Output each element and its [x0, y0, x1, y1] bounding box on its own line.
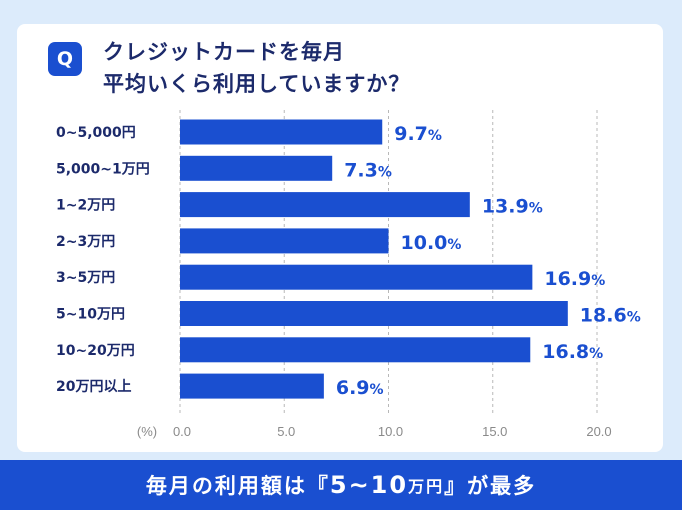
summary-highlight: 5~10: [329, 471, 409, 499]
category-label: 5,000~1万円: [56, 161, 150, 177]
summary-suffix: 』が最多: [444, 474, 537, 498]
x-tick-label: 0.0: [173, 424, 191, 439]
bar: [180, 119, 383, 145]
bar: [180, 337, 531, 363]
x-axis-unit: (%): [137, 424, 157, 439]
category-label: 1~2万円: [56, 198, 115, 214]
value-label: 9.7%: [394, 123, 442, 145]
value-label: 13.9%: [482, 196, 543, 218]
x-tick-label: 20.0: [586, 424, 611, 439]
bar: [180, 192, 470, 218]
x-tick-label: 5.0: [277, 424, 295, 439]
category-label: 10~20万円: [56, 343, 135, 359]
bar: [180, 264, 533, 290]
category-label: 5~10万円: [56, 307, 125, 323]
bar: [180, 301, 568, 326]
value-label: 16.8%: [542, 341, 603, 363]
question-badge: Q: [48, 42, 82, 76]
bar: [180, 228, 389, 254]
summary-banner: 毎月の利用額は『 5~10 万円 』が最多: [0, 460, 682, 510]
category-label: 2~3万円: [56, 234, 115, 250]
bar: [180, 155, 333, 181]
bar: [180, 373, 324, 399]
category-label: 3~5万円: [56, 270, 115, 286]
value-label: 10.0%: [401, 232, 462, 254]
summary-unit: 万円: [408, 477, 445, 496]
x-tick-label: 10.0: [378, 424, 403, 439]
title-line-2: 平均いくら利用していますか？: [103, 72, 411, 96]
title-line-1: クレジットカードを毎月: [103, 40, 345, 64]
value-label: 6.9%: [336, 377, 384, 399]
chart-title: クレジットカードを毎月 平均いくら利用していますか？: [103, 36, 523, 100]
bar-chart: 0.0 5.0 10.0 15.0 20.0 (%) 0~5,000円 9.7% 5,000~1…: [56, 110, 641, 439]
category-label: 20万円以上: [56, 379, 131, 395]
category-label: 0~5,000円: [56, 125, 136, 141]
value-label: 16.9%: [544, 268, 605, 290]
value-label: 18.6%: [580, 305, 641, 327]
x-tick-label: 15.0: [482, 424, 507, 439]
value-label: 7.3%: [344, 159, 392, 181]
summary-prefix: 毎月の利用額は『: [145, 474, 330, 498]
